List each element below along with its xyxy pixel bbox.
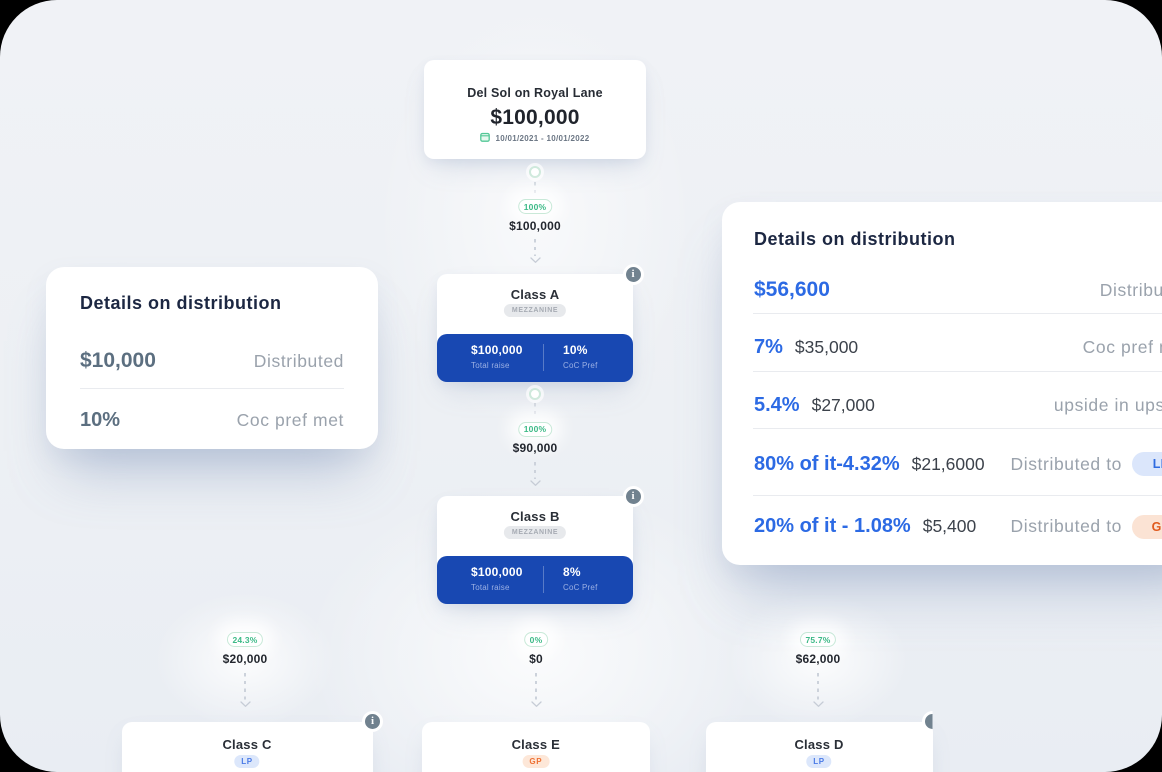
row-value: $56,600 (754, 278, 830, 301)
dashed-line (534, 239, 536, 256)
arrow-down-icon (529, 480, 541, 487)
arrow-down-icon (239, 701, 251, 708)
distributed-value: $10,000 (80, 349, 156, 372)
class-c-title: Class C (222, 736, 272, 752)
row-value2: $5,400 (922, 516, 977, 536)
edge2-percent-pill: 100% (518, 421, 552, 437)
class-d-title: Class D (794, 736, 844, 752)
stat-divider (543, 343, 544, 371)
info-icon[interactable]: i (362, 711, 383, 732)
right-details-panel (722, 202, 1162, 565)
gp-badge: GP (1132, 514, 1162, 539)
row-value2: $35,000 (794, 337, 859, 357)
property-name: Del Sol on Royal Lane (467, 86, 603, 100)
edge2-amount: $90,000 (512, 441, 558, 455)
class-a-type-badge: MEZZANINE (503, 304, 567, 317)
class-c-card[interactable]: Class C LP i (121, 711, 383, 772)
row-label: Distributed to (1010, 516, 1122, 536)
arrow-down-icon (529, 257, 541, 264)
right-panel-row: 80% of it-4.32% $21,6000 Distributed to … (754, 452, 1162, 476)
date-range: 10/01/2021 - 10/01/2022 (495, 133, 590, 143)
calendar-icon (480, 129, 491, 147)
property-amount: $100,000 (490, 106, 580, 129)
dashed-line (535, 673, 537, 700)
row-value2: $27,000 (811, 395, 875, 415)
row-label: Coc pref met (1082, 337, 1162, 357)
row-value2: $21,6000 (911, 453, 985, 474)
branch-e-percent-pill: 0% (524, 632, 548, 647)
info-icon[interactable]: i (622, 263, 644, 285)
class-b-card[interactable]: Class B MEZZANINE $100,000 Total raise 8… (437, 485, 644, 604)
right-panel-row: 5.4% $27,000 upside in upside (754, 394, 1162, 417)
class-e-card[interactable]: Class E GP (421, 721, 650, 772)
class-b-title: Class B (510, 509, 560, 524)
left-panel-row: 10% Coc pref met (80, 409, 344, 432)
dashed-line (244, 673, 246, 700)
left-panel-title: Details on distribution (80, 293, 282, 313)
row-divider (753, 370, 1162, 372)
connector-node-1 (529, 165, 541, 178)
class-b-stats: $100,000 Total raise 8% CoC Pref (437, 555, 633, 604)
right-panel-row: 20% of it - 1.08% $5,400 Distributed to … (754, 514, 1162, 539)
class-a-coc-pref-value: 10% (563, 342, 588, 357)
property-card[interactable]: Del Sol on Royal Lane $100,000 10/01/202… (424, 60, 646, 159)
class-e-title: Class E (511, 736, 560, 752)
row-value: 7% (754, 336, 783, 358)
row-divider (80, 388, 344, 389)
class-a-card[interactable]: Class A MEZZANINE $100,000 Total raise 1… (437, 263, 644, 382)
class-b-total-raise-label: Total raise (471, 582, 510, 592)
arrow-down-icon (812, 701, 824, 708)
class-a-stats: $100,000 Total raise 10% CoC Pref (437, 333, 633, 382)
class-e-badge: GP (522, 754, 550, 768)
row-label: Distributed (1099, 280, 1162, 300)
dashed-line (817, 673, 819, 700)
row-divider (753, 494, 1162, 496)
edge1-percent-pill: 100% (518, 199, 552, 214)
dashed-line (534, 182, 536, 195)
branch-d-percent-pill: 75.7% (799, 632, 837, 647)
class-c-badge: LP (234, 754, 260, 768)
row-label: upside in upside (1053, 395, 1162, 415)
connector-node-2 (529, 387, 541, 400)
row-value: 5.4% (754, 394, 800, 416)
class-b-type-badge: MEZZANINE (503, 526, 567, 539)
class-b-coc-pref-label: CoC Pref (563, 582, 598, 592)
dashed-line (534, 403, 536, 415)
edge1-amount: $100,000 (509, 219, 561, 233)
class-a-coc-pref-label: CoC Pref (563, 360, 598, 370)
left-panel-row: $10,000 Distributed (80, 349, 344, 373)
branch-c-amount: $20,000 (222, 651, 268, 666)
distributed-label: Distributed (253, 351, 344, 371)
stat-divider (543, 565, 544, 593)
class-a-title: Class A (510, 287, 560, 302)
dashed-line (534, 462, 536, 479)
row-value: 80% of it-4.32% (754, 452, 900, 475)
arrow-down-icon (530, 701, 542, 708)
right-panel-title: Details on distribution (754, 229, 956, 249)
class-a-total-raise-label: Total raise (471, 360, 510, 370)
branch-d-amount: $62,000 (795, 651, 841, 666)
class-d-card[interactable]: Class D LP (705, 711, 933, 772)
class-b-total-raise-value: $100,000 (471, 564, 523, 579)
lp-badge: LP (1132, 452, 1162, 476)
right-panel-row: 7% $35,000 Coc pref met (754, 336, 1162, 359)
coc-pref-label: Coc pref met (236, 410, 344, 430)
coc-pref-value: 10% (80, 409, 121, 431)
row-divider (753, 427, 1162, 429)
branch-c-percent-pill: 24.3% (226, 632, 264, 647)
info-icon[interactable] (922, 711, 933, 732)
branch-e-amount: $0 (529, 651, 543, 666)
class-d-badge: LP (806, 754, 832, 768)
row-label: Distributed to (1010, 453, 1122, 474)
class-b-coc-pref-value: 8% (563, 564, 581, 579)
row-divider (753, 313, 1162, 314)
right-panel-row: $56,600 Distributed (754, 278, 1162, 302)
date-range-row: 10/01/2021 - 10/01/2022 (424, 129, 646, 147)
class-a-total-raise-value: $100,000 (471, 342, 523, 357)
row-value: 20% of it - 1.08% (754, 515, 911, 537)
info-icon[interactable]: i (622, 485, 644, 507)
left-details-panel (46, 267, 378, 449)
